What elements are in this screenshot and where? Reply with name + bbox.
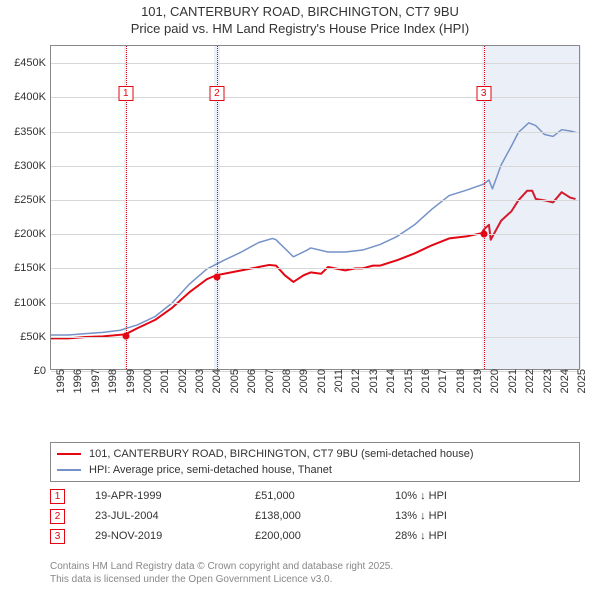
title-line1: 101, CANTERBURY ROAD, BIRCHINGTON, CT7 9… bbox=[0, 4, 600, 21]
sale-price: £51,000 bbox=[255, 490, 395, 502]
sale-row: 1 19-APR-1999£51,00010% ↓ HPI bbox=[50, 486, 580, 506]
footer-line2: This data is licensed under the Open Gov… bbox=[50, 574, 580, 587]
sale-diff: 13% ↓ HPI bbox=[395, 510, 447, 522]
gridline bbox=[51, 337, 579, 338]
gridline bbox=[51, 63, 579, 64]
footer-line1: Contains HM Land Registry data © Crown c… bbox=[50, 561, 580, 574]
gridline bbox=[51, 132, 579, 133]
y-tick-label: £100K bbox=[14, 297, 51, 309]
chart: £0£50K£100K£150K£200K£250K£300K£350K£400… bbox=[50, 45, 580, 400]
sale-row: 2 23-JUL-2004£138,00013% ↓ HPI bbox=[50, 506, 580, 526]
page: 101, CANTERBURY ROAD, BIRCHINGTON, CT7 9… bbox=[0, 0, 600, 590]
title-line2: Price paid vs. HM Land Registry's House … bbox=[0, 21, 600, 38]
legend-label: 101, CANTERBURY ROAD, BIRCHINGTON, CT7 9… bbox=[89, 448, 474, 460]
sale-price: £200,000 bbox=[255, 530, 395, 542]
sale-date: 23-JUL-2004 bbox=[95, 510, 255, 522]
legend-item: HPI: Average price, semi-detached house,… bbox=[57, 462, 573, 478]
legend-swatch bbox=[57, 453, 81, 455]
y-tick-label: £250K bbox=[14, 194, 51, 206]
y-tick-label: £450K bbox=[14, 57, 51, 69]
gridline bbox=[51, 234, 579, 235]
y-tick-label: £200K bbox=[14, 228, 51, 240]
legend-swatch bbox=[57, 469, 81, 471]
sale-marker-box: 2 bbox=[209, 86, 224, 101]
sale-marker-ref: 1 bbox=[50, 489, 65, 504]
sale-diff: 10% ↓ HPI bbox=[395, 490, 447, 502]
y-tick-label: £150K bbox=[14, 262, 51, 274]
sale-point bbox=[480, 231, 487, 238]
legend-item: 101, CANTERBURY ROAD, BIRCHINGTON, CT7 9… bbox=[57, 446, 573, 462]
x-tick-label: 2025 bbox=[568, 369, 588, 393]
sale-point bbox=[122, 333, 129, 340]
sale-marker-ref: 3 bbox=[50, 529, 65, 544]
gridline bbox=[51, 166, 579, 167]
gridline bbox=[51, 268, 579, 269]
sale-price: £138,000 bbox=[255, 510, 395, 522]
shaded-band bbox=[482, 46, 581, 369]
gridline bbox=[51, 303, 579, 304]
y-tick-label: £350K bbox=[14, 126, 51, 138]
sale-date: 19-APR-1999 bbox=[95, 490, 255, 502]
sale-row: 3 29-NOV-2019£200,00028% ↓ HPI bbox=[50, 526, 580, 546]
sale-point bbox=[213, 273, 220, 280]
y-tick-label: £400K bbox=[14, 91, 51, 103]
gridline bbox=[51, 200, 579, 201]
y-tick-label: £50K bbox=[20, 331, 51, 343]
legend: 101, CANTERBURY ROAD, BIRCHINGTON, CT7 9… bbox=[50, 442, 580, 482]
sale-marker-box: 3 bbox=[476, 86, 491, 101]
sale-date: 29-NOV-2019 bbox=[95, 530, 255, 542]
sales-table: 1 19-APR-1999£51,00010% ↓ HPI 2 23-JUL-2004… bbox=[50, 486, 580, 546]
y-tick-label: £300K bbox=[14, 160, 51, 172]
sale-marker-box: 1 bbox=[118, 86, 133, 101]
plot-area: £0£50K£100K£150K£200K£250K£300K£350K£400… bbox=[50, 45, 580, 370]
footer: Contains HM Land Registry data © Crown c… bbox=[50, 561, 580, 586]
chart-title: 101, CANTERBURY ROAD, BIRCHINGTON, CT7 9… bbox=[0, 0, 600, 38]
legend-label: HPI: Average price, semi-detached house,… bbox=[89, 464, 332, 476]
sale-diff: 28% ↓ HPI bbox=[395, 530, 447, 542]
sale-marker-ref: 2 bbox=[50, 509, 65, 524]
